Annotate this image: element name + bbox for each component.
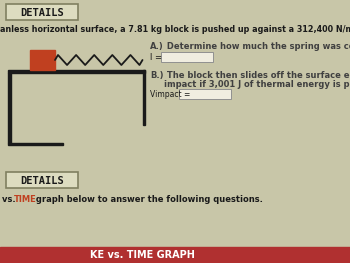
- Text: Vimpact =: Vimpact =: [150, 90, 190, 99]
- Text: TIME: TIME: [14, 195, 37, 204]
- Text: A.): A.): [150, 42, 164, 51]
- Text: DETAILS: DETAILS: [20, 8, 64, 18]
- FancyBboxPatch shape: [6, 172, 78, 188]
- Bar: [8, 70, 145, 73]
- Text: The block then slides off the surface edge an: The block then slides off the surface ed…: [164, 71, 350, 80]
- Text: anless horizontal surface, a 7.81 kg block is pushed up against a 312,400 N/m sp: anless horizontal surface, a 7.81 kg blo…: [0, 25, 350, 34]
- Text: DETAILS: DETAILS: [20, 176, 64, 186]
- Text: Determine how much the spring was compre: Determine how much the spring was compre: [164, 42, 350, 51]
- FancyBboxPatch shape: [179, 89, 231, 99]
- Bar: [0, 247, 350, 263]
- Bar: [8, 73, 10, 143]
- FancyBboxPatch shape: [6, 4, 78, 20]
- Bar: [142, 70, 145, 125]
- Bar: [8, 143, 63, 145]
- Bar: [30, 50, 55, 70]
- FancyBboxPatch shape: [161, 52, 213, 62]
- Text: graph below to answer the following questions.: graph below to answer the following ques…: [33, 195, 263, 204]
- Text: vs.: vs.: [2, 195, 19, 204]
- Text: B.): B.): [150, 71, 163, 80]
- Text: impact if 3,001 J of thermal energy is produced: impact if 3,001 J of thermal energy is p…: [164, 80, 350, 89]
- Text: l =: l =: [150, 53, 162, 62]
- Text: KE vs. TIME GRAPH: KE vs. TIME GRAPH: [90, 250, 195, 260]
